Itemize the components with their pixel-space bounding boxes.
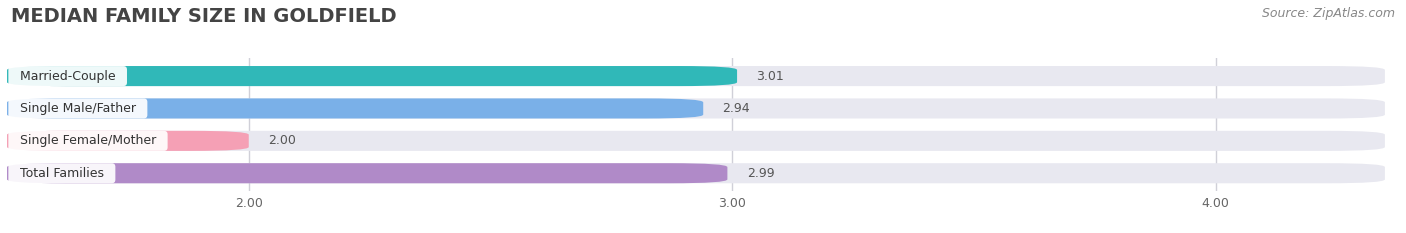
FancyBboxPatch shape: [7, 163, 727, 183]
Text: 2.94: 2.94: [723, 102, 751, 115]
Text: 2.00: 2.00: [269, 134, 297, 147]
Text: 3.01: 3.01: [756, 70, 785, 82]
Text: 2.99: 2.99: [747, 167, 775, 180]
Text: Single Male/Father: Single Male/Father: [11, 102, 143, 115]
FancyBboxPatch shape: [7, 131, 249, 151]
Text: Single Female/Mother: Single Female/Mother: [11, 134, 165, 147]
FancyBboxPatch shape: [7, 66, 737, 86]
FancyBboxPatch shape: [7, 163, 1385, 183]
FancyBboxPatch shape: [7, 131, 1385, 151]
Text: Total Families: Total Families: [11, 167, 112, 180]
Text: Source: ZipAtlas.com: Source: ZipAtlas.com: [1261, 7, 1395, 20]
FancyBboxPatch shape: [7, 98, 703, 119]
FancyBboxPatch shape: [7, 66, 1385, 86]
FancyBboxPatch shape: [7, 98, 1385, 119]
Text: MEDIAN FAMILY SIZE IN GOLDFIELD: MEDIAN FAMILY SIZE IN GOLDFIELD: [11, 7, 396, 26]
Text: Married-Couple: Married-Couple: [11, 70, 124, 82]
